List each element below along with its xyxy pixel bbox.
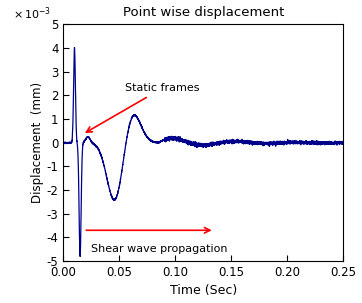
Y-axis label: Displacement  (mm): Displacement (mm) (31, 82, 44, 203)
Text: $\times\,10^{-3}$: $\times\,10^{-3}$ (13, 5, 51, 22)
Text: Shear wave propagation: Shear wave propagation (91, 245, 228, 255)
Text: Static frames: Static frames (87, 83, 199, 132)
X-axis label: Time (Sec): Time (Sec) (170, 285, 237, 298)
Title: Point wise displacement: Point wise displacement (123, 6, 284, 19)
